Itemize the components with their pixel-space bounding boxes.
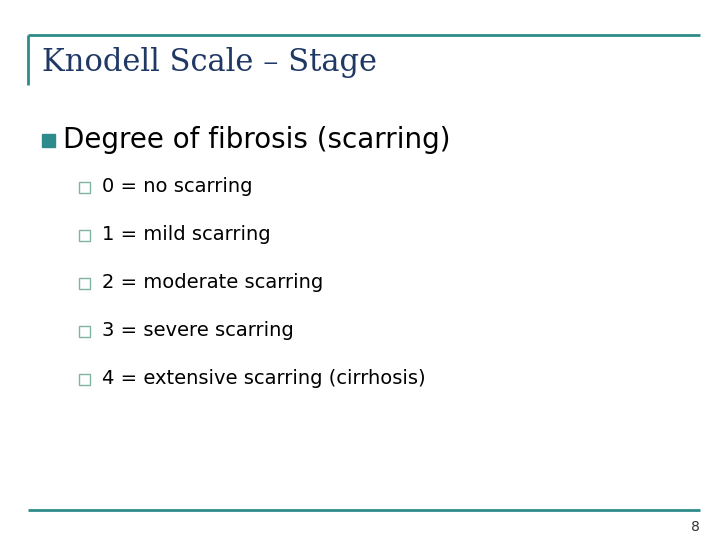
Text: 0 = no scarring: 0 = no scarring bbox=[102, 178, 253, 197]
Text: 8: 8 bbox=[691, 520, 700, 534]
Text: Degree of fibrosis (scarring): Degree of fibrosis (scarring) bbox=[63, 126, 451, 154]
Text: 1 = mild scarring: 1 = mild scarring bbox=[102, 226, 271, 245]
Text: Knodell Scale – Stage: Knodell Scale – Stage bbox=[42, 46, 377, 78]
FancyBboxPatch shape bbox=[42, 133, 55, 146]
Text: 3 = severe scarring: 3 = severe scarring bbox=[102, 321, 294, 341]
FancyBboxPatch shape bbox=[79, 230, 90, 241]
Text: 2 = moderate scarring: 2 = moderate scarring bbox=[102, 273, 323, 293]
FancyBboxPatch shape bbox=[79, 374, 90, 385]
FancyBboxPatch shape bbox=[79, 326, 90, 337]
FancyBboxPatch shape bbox=[79, 182, 90, 193]
Text: 4 = extensive scarring (cirrhosis): 4 = extensive scarring (cirrhosis) bbox=[102, 369, 426, 388]
FancyBboxPatch shape bbox=[79, 278, 90, 289]
